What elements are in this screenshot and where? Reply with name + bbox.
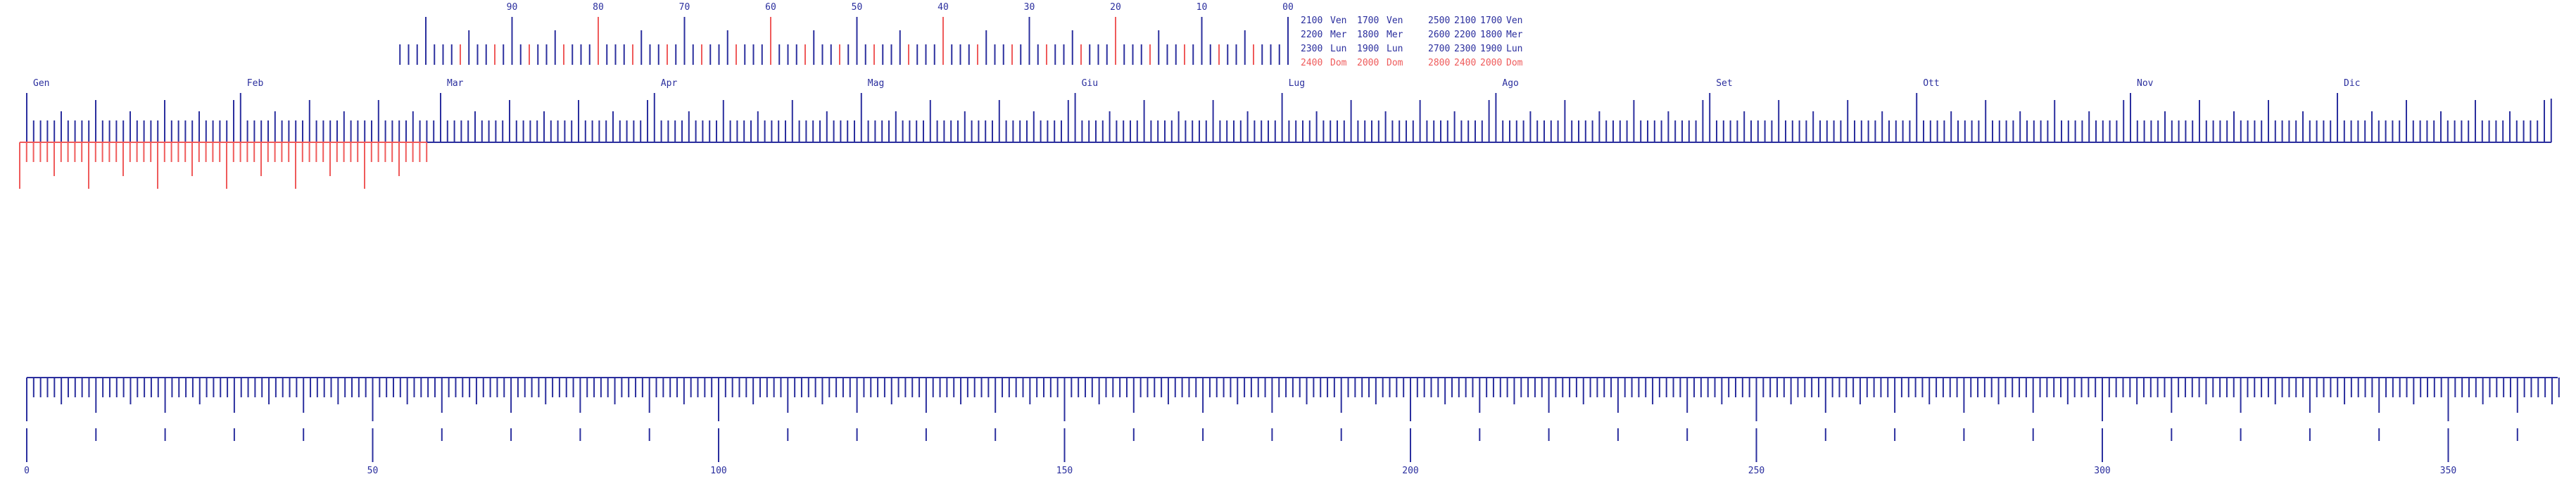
month-label: Set — [1716, 78, 1732, 89]
day-tick-label: 350 — [2440, 466, 2456, 476]
table-cell: Mer — [1506, 30, 1523, 40]
table-cell: Ven — [1506, 15, 1522, 26]
table-cell: 2700 — [1428, 44, 1450, 54]
table-cell: 2400 — [1454, 58, 1476, 68]
day-tick-label: 300 — [2094, 466, 2110, 476]
year-tick-label: 90 — [507, 2, 518, 13]
month-scale: Gen Feb Mar Apr Mag Giu Lug Ago Set Ott Nov Dic — [19, 78, 2552, 189]
table-cell: 2300 — [1454, 44, 1476, 54]
table-cell: 1700 — [1357, 15, 1379, 26]
year-tick-label: 20 — [1110, 2, 1121, 13]
table-cell: Dom — [1506, 58, 1523, 68]
table-cell: Lun — [1387, 44, 1403, 54]
table-cell: Mer — [1330, 30, 1347, 40]
table-cell: 1700 — [1480, 15, 1502, 26]
month-label: Ott — [1923, 78, 1939, 89]
table-cell: 1900 — [1480, 44, 1502, 54]
month-label: Mag — [868, 78, 884, 89]
century-weekday-table-right: 2500 2100 1700 Ven 2600 2200 1800 Mer 2700 2300 19… — [1428, 15, 1523, 68]
year-tick-label: 30 — [1024, 2, 1035, 13]
table-cell: 2000 — [1357, 58, 1379, 68]
day-tick-label: 100 — [710, 466, 726, 476]
table-cell: Ven — [1330, 15, 1346, 26]
day-tick-label: 50 — [367, 466, 379, 476]
month-label: Giu — [1082, 78, 1098, 89]
table-cell: Dom — [1387, 58, 1403, 68]
year-tick-label: 10 — [1197, 2, 1208, 13]
table-cell: 2500 — [1428, 15, 1450, 26]
table-cell: 2000 — [1480, 58, 1502, 68]
table-cell: Dom — [1330, 58, 1347, 68]
table-cell: Ven — [1387, 15, 1403, 26]
year-scale-ticks — [399, 17, 1289, 65]
year-tick-label: 80 — [593, 2, 604, 13]
month-label: Lug — [1289, 78, 1305, 89]
year-scale-labels: 90 80 70 60 50 40 30 20 10 00 — [507, 2, 1294, 13]
month-label: Gen — [33, 78, 49, 89]
year-tick-label: 70 — [679, 2, 690, 13]
leap-year-ticks — [19, 142, 428, 189]
year-tick-label: 40 — [937, 2, 949, 13]
table-cell: Mer — [1387, 30, 1403, 40]
year-tick-label: 50 — [852, 2, 863, 13]
table-cell: Lun — [1330, 44, 1346, 54]
month-scale-labels: Gen Feb Mar Apr Mag Giu Lug Ago Set Ott Nov Dic — [33, 78, 2360, 89]
month-label: Dic — [2344, 78, 2360, 89]
month-scale-ticks — [26, 93, 2552, 142]
table-cell: 2100 — [1301, 15, 1322, 26]
month-label: Nov — [2137, 78, 2154, 89]
table-cell: 2200 — [1454, 30, 1476, 40]
year-scale: 90 80 70 60 50 40 30 20 10 00 — [399, 2, 1294, 65]
month-label: Feb — [247, 78, 264, 89]
table-cell: 2200 — [1301, 30, 1322, 40]
month-label: Apr — [661, 78, 678, 89]
day-scale-labels: 0 50 100 150 200 250 300 350 — [24, 466, 2456, 476]
day-scale-ticks — [26, 378, 2560, 462]
century-weekday-table-left: 2100 Ven 1700 Ven 2200 Mer 1800 Mer 2300 Lun 1900 L… — [1301, 15, 1403, 68]
table-cell: 2800 — [1428, 58, 1450, 68]
day-tick-label: 250 — [1748, 466, 1764, 476]
table-cell: 1800 — [1357, 30, 1379, 40]
day-tick-label: 200 — [1402, 466, 1418, 476]
day-scale: 0 50 100 150 200 250 300 350 — [24, 377, 2560, 476]
table-cell: 2600 — [1428, 30, 1450, 40]
table-cell: 2400 — [1301, 58, 1322, 68]
table-cell: 2100 — [1454, 15, 1476, 26]
table-cell: 1800 — [1480, 30, 1502, 40]
year-tick-label: 00 — [1282, 2, 1294, 13]
month-label: Ago — [1502, 78, 1518, 89]
table-cell: 1900 — [1357, 44, 1379, 54]
month-label: Mar — [447, 78, 464, 89]
year-tick-label: 60 — [765, 2, 776, 13]
table-cell: Lun — [1506, 44, 1522, 54]
day-tick-label: 150 — [1056, 466, 1073, 476]
table-cell: 2300 — [1301, 44, 1322, 54]
day-tick-label: 0 — [24, 466, 30, 476]
